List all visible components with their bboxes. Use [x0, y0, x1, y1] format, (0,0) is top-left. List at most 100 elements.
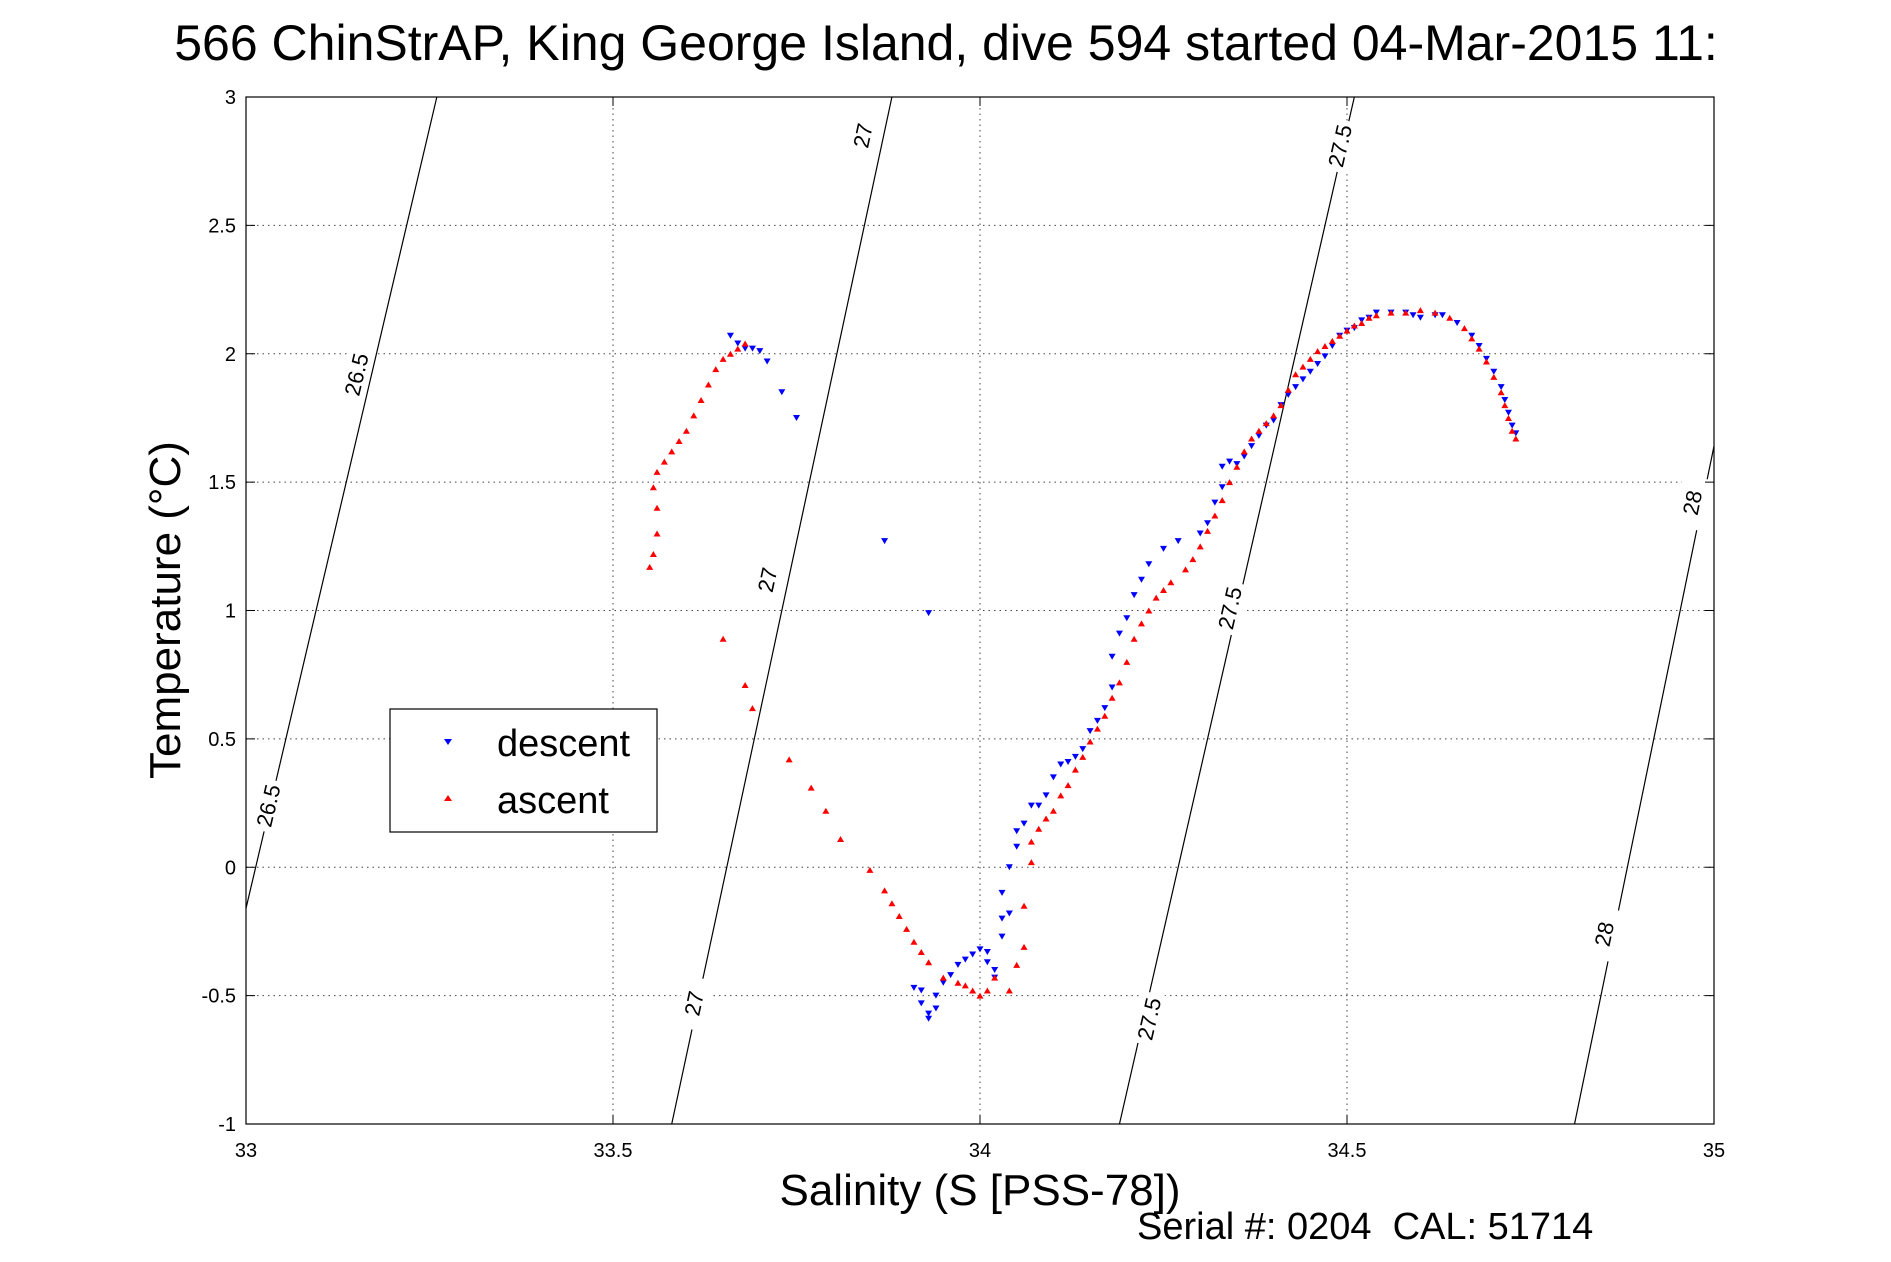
ascent-point: [1079, 753, 1087, 760]
descent-point: [1321, 353, 1329, 360]
contour-label-text: 27: [679, 989, 709, 1018]
descent-point: [932, 992, 940, 999]
descent-point: [1416, 314, 1424, 321]
ascent-point: [649, 484, 657, 491]
descent-point: [998, 889, 1006, 896]
descent-point: [1005, 910, 1013, 917]
ascent-point: [1248, 435, 1256, 442]
descent-point: [1071, 753, 1079, 760]
y-tick-label: 1: [225, 601, 236, 623]
ascent-point: [719, 635, 727, 642]
ascent-point: [682, 427, 690, 434]
ascent-point: [1508, 427, 1516, 434]
ascent-point: [1358, 319, 1366, 326]
descent-point: [1490, 368, 1498, 375]
descent-point: [1438, 312, 1446, 319]
ascent-point: [991, 974, 999, 981]
ascent-point: [1145, 607, 1153, 614]
ascent-point: [1057, 792, 1065, 799]
descent-point: [925, 1015, 933, 1022]
density-contour-label: 28: [1673, 474, 1711, 531]
descent-point: [1218, 484, 1226, 491]
descent-point: [1328, 343, 1336, 350]
ascent-point: [712, 366, 720, 373]
descent-point: [1079, 746, 1087, 753]
ascent-point: [1042, 815, 1050, 822]
density-contour-line: [1573, 446, 1715, 1125]
contour-label-gap: [674, 974, 713, 1032]
ascent-point: [961, 982, 969, 989]
ascent-point: [1064, 782, 1072, 789]
ascent-point: [1196, 543, 1204, 550]
serial-cal-label: Serial #: 0204 CAL: 51714: [1137, 1206, 1593, 1248]
ascent-point: [1504, 414, 1512, 421]
descent-point: [756, 348, 764, 355]
ascent-point: [1402, 309, 1410, 316]
ascent-point: [1218, 497, 1226, 504]
descent-point: [1160, 545, 1167, 552]
ascent-point: [1211, 512, 1219, 519]
ascent-point: [1431, 309, 1439, 316]
ascent-point: [1497, 389, 1505, 396]
descent-point: [1306, 368, 1314, 375]
descent-point: [1196, 530, 1204, 537]
contour-label-gap: [1129, 990, 1169, 1048]
ascent-point: [675, 438, 683, 445]
descent-point: [1314, 361, 1322, 368]
descent-point: [741, 345, 749, 352]
ascent-point: [1108, 694, 1116, 701]
x-tick-label: 34.5: [1328, 1140, 1367, 1162]
descent-point: [1497, 384, 1505, 391]
density-contour-label: 27: [843, 107, 882, 164]
ascent-point: [1167, 579, 1175, 586]
ascent-point: [976, 992, 984, 999]
contour-label-text: 28: [1678, 488, 1707, 517]
descent-point: [983, 959, 991, 966]
descent-point: [726, 332, 734, 339]
descent-point: [1042, 792, 1050, 799]
y-tick-label: 1.5: [208, 472, 236, 494]
ascent-point: [983, 987, 991, 994]
descent-point: [1035, 802, 1043, 809]
ascent-point: [1101, 712, 1109, 719]
ascent-point: [649, 551, 657, 558]
legend-box: [389, 708, 658, 833]
ascent-point: [1233, 463, 1241, 470]
ascent-point: [785, 756, 793, 763]
descent-point: [1049, 774, 1057, 781]
descent-point: [932, 1005, 940, 1012]
descent-point: [1226, 458, 1234, 465]
descent-point: [1453, 319, 1461, 326]
y-axis-label: Temperature (°C): [141, 441, 190, 779]
descent-point: [954, 961, 962, 968]
contour-label-text: 28: [1590, 920, 1619, 949]
descent-point: [1409, 312, 1417, 319]
ascent-point: [1137, 620, 1145, 627]
ascent-point: [653, 530, 661, 537]
legend-ascent-label: ascent: [497, 780, 609, 822]
ascent-point: [1475, 345, 1483, 352]
ascent-point: [1086, 738, 1094, 745]
descent-point: [1218, 463, 1226, 470]
descent-point: [917, 1000, 925, 1007]
ascent-point: [1226, 479, 1234, 486]
descent-point: [976, 946, 984, 953]
x-tick-label: 33.5: [594, 1140, 633, 1162]
descent-point: [1501, 396, 1509, 403]
ascent-point: [734, 345, 742, 352]
ascent-point: [1314, 348, 1322, 355]
y-tick-label: 2: [225, 344, 236, 366]
descent-point: [1211, 499, 1219, 506]
descent-point: [917, 987, 925, 994]
ascent-point: [1240, 448, 1248, 455]
descent-point: [778, 389, 786, 396]
descent-point: [1115, 630, 1123, 637]
ascent-point: [660, 458, 668, 465]
descent-point: [748, 345, 756, 352]
ascent-point: [1372, 312, 1380, 319]
descent-point: [910, 984, 918, 991]
ascent-point: [697, 396, 705, 403]
ascent-point: [1460, 325, 1468, 332]
ascent-point: [1299, 363, 1307, 370]
density-contour-label: 27: [748, 551, 787, 609]
